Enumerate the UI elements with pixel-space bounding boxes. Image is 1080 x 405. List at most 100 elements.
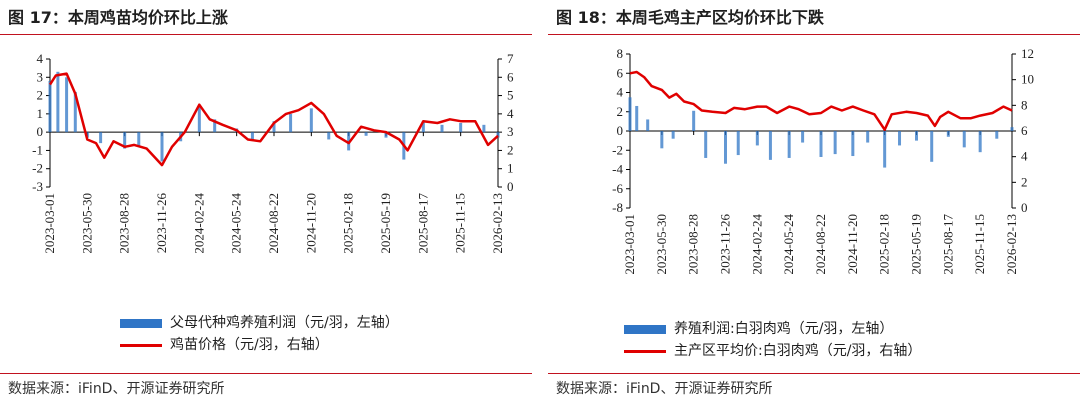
y-right-tick-label: 7 — [507, 51, 514, 66]
y-left-tick-label: 1 — [37, 106, 44, 121]
x-tick-label: 2023-03-01 — [42, 193, 57, 254]
y-left-tick-label: 4 — [37, 51, 44, 66]
y-left-tick-label: 4 — [617, 85, 624, 100]
title-divider — [0, 34, 532, 35]
bar — [628, 97, 632, 131]
y-right-tick-label: 10 — [1021, 72, 1034, 87]
y-right-tick-label: 5 — [507, 88, 514, 103]
y-left-tick-label: 0 — [617, 123, 624, 138]
bar — [962, 131, 966, 148]
legend-label: 主产区平均价:白羽肉鸡（元/羽，右轴） — [674, 343, 922, 359]
x-tick-label: 2025-08-17 — [940, 214, 955, 275]
x-tick-label: 2024-02-24 — [191, 193, 206, 254]
bar — [898, 131, 902, 146]
legend-swatch-bar — [120, 319, 162, 328]
bar — [160, 132, 164, 162]
bar — [646, 119, 650, 131]
legend-label: 父母代种鸡养殖利润（元/羽，左轴） — [170, 315, 399, 331]
bar — [99, 132, 103, 144]
bar — [137, 132, 141, 147]
x-tick-label: 2024-11-20 — [845, 214, 860, 274]
source-note: 数据来源：iFinD、开源证券研究所 — [8, 381, 225, 397]
x-tick-label: 2025-02-18 — [877, 214, 892, 275]
y-right-tick-label: 6 — [507, 69, 514, 84]
bar — [364, 132, 368, 136]
bar — [704, 131, 708, 158]
bar — [213, 119, 217, 133]
y-right-tick-label: 0 — [507, 179, 514, 194]
bar — [48, 80, 52, 133]
y-right-tick-label: 4 — [507, 106, 514, 121]
legend-swatch-bar — [624, 325, 666, 334]
y-left-tick-label: 0 — [37, 124, 44, 139]
x-tick-label: 2026-02-13 — [490, 193, 505, 254]
bar — [250, 132, 254, 140]
y-right-tick-label: 12 — [1021, 46, 1034, 61]
x-tick-label: 2025-11-15 — [972, 214, 987, 274]
x-tick-label: 2024-05-24 — [781, 214, 796, 275]
y-left-tick-label: -3 — [32, 179, 43, 194]
x-tick-label: 2025-05-19 — [378, 193, 393, 254]
legend-swatch-line — [120, 344, 162, 347]
bar — [866, 131, 870, 143]
x-tick-label: 2025-08-17 — [415, 193, 430, 254]
bar — [724, 131, 727, 164]
x-tick-label: 2023-05-30 — [654, 214, 669, 275]
bar — [384, 132, 388, 138]
legend-swatch-line — [624, 350, 666, 353]
y-left-tick-label: 8 — [617, 46, 624, 61]
y-right-tick-label: 3 — [507, 124, 514, 139]
y-right-tick-label: 8 — [1021, 97, 1028, 112]
bar — [660, 131, 664, 149]
bar — [995, 131, 999, 139]
bar — [930, 131, 934, 162]
source-divider — [0, 373, 532, 374]
bar — [635, 105, 639, 131]
series-line — [48, 72, 499, 167]
chart-right-svg: 8 6 4 2 0 -2 -4 -6 -8 12 10 8 6 4 2 0 2023-03-01 2023-05-… — [612, 46, 1034, 275]
bar — [421, 121, 425, 133]
source-note: 数据来源：iFinD、开源证券研究所 — [556, 381, 773, 397]
x-tick-label: 2024-08-22 — [813, 214, 828, 275]
bar — [73, 91, 77, 133]
y-right-tick-label: 1 — [507, 161, 514, 176]
bar — [327, 132, 331, 140]
bar — [768, 131, 772, 160]
chart-panel-right: 图 18：本周毛鸡主产区均价环比下跌 8 6 4 2 0 -2 -4 -6 -8 12 10 8 6 4 2… — [548, 0, 1080, 405]
y-left-tick-label: -8 — [612, 200, 623, 215]
y-left-tick-label: 2 — [617, 104, 624, 119]
y-left-tick-label: -1 — [32, 142, 43, 157]
bar — [819, 131, 823, 157]
bar — [692, 110, 696, 131]
bar — [459, 123, 463, 133]
figure-title: 图 17：本周鸡苗均价环比上涨 — [8, 8, 228, 27]
x-tick-label: 2023-11-26 — [154, 193, 169, 254]
y-right-tick-label: 0 — [1021, 200, 1028, 215]
x-tick-label: 2025-11-15 — [453, 193, 468, 253]
x-tick-label: 2024-05-24 — [229, 193, 244, 254]
source-divider — [548, 373, 1080, 374]
y-left-tick-label: -2 — [32, 161, 43, 176]
y-left-tick-label: -4 — [612, 162, 623, 177]
figure-title: 图 18：本周毛鸡主产区均价环比下跌 — [556, 8, 824, 27]
bar — [197, 106, 201, 133]
chart-left-svg: 4 3 2 1 0 -1 -2 -3 7 6 5 4 3 2 1 0 2023-03-01 2023-05-30 2… — [32, 51, 514, 254]
bar — [755, 131, 759, 146]
bar — [787, 131, 791, 158]
y-left-tick-label: 3 — [37, 69, 44, 84]
x-tick-label: 2023-11-26 — [718, 214, 733, 275]
bar — [915, 131, 918, 141]
bar — [946, 131, 950, 137]
bar — [978, 131, 982, 153]
x-tick-label: 2026-02-13 — [1004, 214, 1019, 275]
x-tick-label: 2023-08-28 — [117, 193, 132, 254]
legend-label: 鸡苗价格（元/羽，右轴） — [170, 337, 329, 353]
bar — [309, 108, 313, 133]
y-right-tick-label: 2 — [507, 142, 514, 157]
bar — [65, 77, 69, 133]
y-left-tick-label: 2 — [37, 88, 44, 103]
bar — [272, 121, 276, 133]
chart-panel-left: 图 17：本周鸡苗均价环比上涨 4 3 2 1 0 -1 -2 -3 7 6 5 4 3 2 1 0 2023-… — [0, 0, 532, 405]
bar — [496, 132, 500, 138]
y-left-tick-label: -6 — [612, 181, 623, 196]
